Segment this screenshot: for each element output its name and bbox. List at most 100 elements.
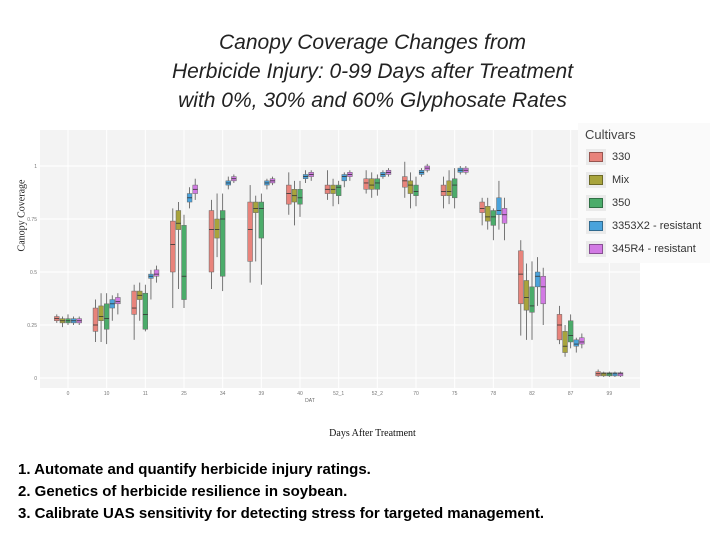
box bbox=[336, 184, 342, 196]
box bbox=[601, 372, 607, 377]
x-tick-label: 34 bbox=[220, 391, 226, 397]
box bbox=[247, 201, 253, 262]
legend-label: 330 bbox=[612, 150, 631, 163]
legend-swatch bbox=[589, 220, 603, 231]
box bbox=[131, 290, 137, 315]
legend-item-3353x2: 3353X2 - resistant bbox=[578, 214, 710, 237]
box bbox=[297, 189, 303, 205]
legend-item-345r4: 345R4 - resistant bbox=[578, 237, 710, 260]
y-tick-label: 0.25 bbox=[27, 323, 37, 329]
legend-title: Cultivars bbox=[585, 127, 636, 142]
x-axis-label: DAT bbox=[305, 398, 315, 404]
box bbox=[142, 292, 148, 330]
legend-swatch bbox=[589, 174, 603, 185]
x-tick-label: 70 bbox=[413, 391, 419, 397]
note-item: 1. Automate and quantify herbicide injur… bbox=[18, 461, 371, 478]
box bbox=[518, 250, 524, 305]
x-tick-label: 99 bbox=[607, 391, 613, 397]
legend-item-330: 330 bbox=[578, 145, 710, 168]
legend: Cultivars 330 Mix 350 3353X2 - resistant… bbox=[578, 123, 710, 263]
box bbox=[170, 220, 176, 273]
legend-label: 350 bbox=[612, 196, 631, 209]
note-item: 3. Calibrate UAS sensitivity for detecti… bbox=[18, 505, 544, 522]
legend-item-350: 350 bbox=[578, 191, 710, 214]
plot-panel bbox=[40, 130, 640, 388]
box bbox=[496, 197, 502, 216]
x-tick-label: 87 bbox=[568, 391, 574, 397]
box bbox=[253, 201, 259, 213]
box bbox=[617, 372, 624, 377]
box bbox=[523, 280, 530, 311]
notes-list: 1. Automate and quantify herbicide injur… bbox=[18, 459, 544, 525]
legend-key bbox=[586, 240, 606, 257]
x-tick-label: 11 bbox=[143, 391, 148, 397]
x-axis-caption: Days After Treatment bbox=[329, 428, 416, 439]
x-tick-label: 52_2 bbox=[372, 391, 383, 397]
box bbox=[568, 320, 574, 343]
title-line-1: Canopy Coverage Changes from bbox=[218, 31, 526, 54]
box bbox=[534, 271, 541, 288]
box bbox=[369, 178, 375, 190]
legend-label: Mix bbox=[612, 173, 630, 186]
box bbox=[258, 201, 264, 239]
box bbox=[540, 275, 546, 305]
box bbox=[220, 210, 226, 277]
box bbox=[98, 305, 104, 322]
box bbox=[286, 184, 292, 205]
box bbox=[446, 180, 452, 196]
legend-swatch bbox=[589, 151, 603, 162]
box bbox=[208, 210, 215, 273]
box bbox=[92, 307, 99, 332]
x-tick-label: 39 bbox=[259, 391, 265, 397]
x-tick-label: 40 bbox=[297, 391, 303, 397]
legend-label: 3353X2 - resistant bbox=[612, 219, 702, 232]
y-tick-label: 1 bbox=[34, 164, 37, 170]
x-tick-label: 52_1 bbox=[333, 391, 344, 397]
box bbox=[612, 372, 618, 377]
y-axis-label: Canopy Coverage bbox=[16, 179, 28, 252]
box bbox=[175, 210, 182, 230]
legend-swatch bbox=[589, 243, 603, 254]
legend-key bbox=[586, 148, 606, 165]
box bbox=[490, 210, 496, 226]
box bbox=[402, 176, 408, 188]
legend-key bbox=[586, 171, 606, 188]
y-tick-label: 0 bbox=[34, 376, 37, 382]
box bbox=[501, 208, 508, 224]
box bbox=[363, 178, 369, 190]
box bbox=[606, 372, 612, 377]
box bbox=[181, 225, 187, 300]
note-item: 2. Genetics of herbicide resilience in s… bbox=[18, 483, 348, 500]
x-tick-label: 10 bbox=[104, 391, 110, 397]
x-tick-label: 25 bbox=[181, 391, 187, 397]
box bbox=[479, 201, 485, 213]
y-tick-label: 0.5 bbox=[30, 270, 37, 276]
legend-key bbox=[586, 194, 606, 211]
box bbox=[153, 269, 160, 277]
x-tick-label: 82 bbox=[529, 391, 535, 397]
box bbox=[440, 184, 447, 196]
title-line-3: with 0%, 30% and 60% Glyphosate Rates bbox=[178, 89, 567, 112]
box bbox=[374, 178, 380, 190]
box bbox=[115, 297, 121, 305]
box bbox=[579, 337, 585, 345]
box bbox=[214, 218, 220, 239]
legend-item-mix: Mix bbox=[578, 168, 710, 191]
legend-swatch bbox=[589, 197, 603, 208]
x-tick-label: 78 bbox=[491, 391, 497, 397]
y-tick-label: 0.75 bbox=[27, 217, 37, 223]
box bbox=[529, 286, 535, 313]
box bbox=[485, 206, 491, 222]
legend-key bbox=[586, 217, 606, 234]
box bbox=[452, 178, 458, 199]
legend-label: 345R4 - resistant bbox=[612, 242, 696, 255]
box bbox=[104, 303, 110, 330]
box bbox=[341, 174, 347, 182]
title-line-2: Herbicide Injury: 0-99 Days after Treatm… bbox=[171, 60, 574, 83]
box bbox=[556, 314, 563, 341]
x-tick-label: 0 bbox=[67, 391, 70, 397]
box bbox=[407, 180, 414, 194]
box bbox=[562, 331, 568, 353]
chart-title: Canopy Coverage Changes from Herbicide I… bbox=[100, 28, 645, 115]
box bbox=[413, 184, 419, 196]
